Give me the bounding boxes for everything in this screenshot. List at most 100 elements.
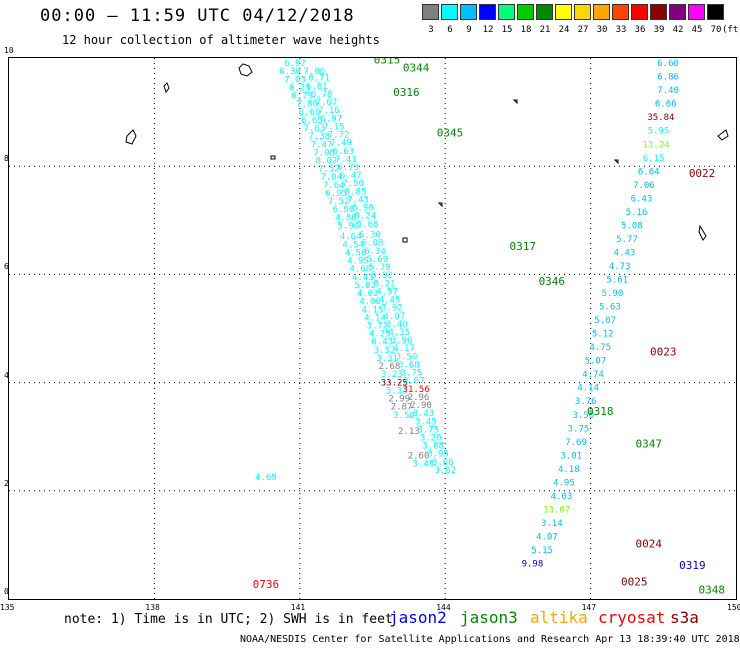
wave-height-label: 3.95: [427, 450, 449, 460]
wave-height-label: 4.02: [357, 289, 379, 299]
pass-label: 0023: [650, 346, 677, 359]
wave-height-label: 7.47: [311, 140, 333, 150]
wave-height-label: 6.86: [657, 73, 679, 83]
wave-height-label: 5.69: [367, 255, 389, 265]
wave-height-label: 4.35: [388, 328, 410, 338]
wave-height-label: 4.54: [342, 240, 364, 250]
pass-label: 0346: [539, 275, 566, 288]
wave-height-label: 7.15: [323, 122, 345, 132]
wave-height-label: 4.25: [369, 330, 391, 340]
color-scale-swatch: [555, 4, 572, 20]
island-outline: [717, 129, 729, 141]
wave-height-label: 3.23: [381, 370, 403, 380]
wave-height-label: 5.21: [374, 279, 396, 289]
wave-height-label: 5.07: [585, 357, 607, 367]
wave-height-label: 5.90: [602, 289, 624, 299]
pass-label: 0316: [393, 86, 420, 99]
wave-height-label: 4.07: [536, 532, 558, 542]
wave-height-label: 4.14: [577, 384, 599, 394]
wave-height-label: 6.95: [325, 189, 347, 199]
wave-height-label: 5.08: [621, 221, 643, 231]
legend-item: jason3: [460, 608, 518, 627]
y-tick-label: 6: [4, 262, 9, 272]
pass-label: 0025: [621, 575, 648, 588]
wave-height-label: 3.50: [572, 411, 594, 421]
wave-height-label: 9.98: [522, 560, 544, 570]
wave-height-label: 6.90: [352, 204, 374, 214]
wave-height-label: 13.24: [642, 140, 669, 150]
y-tick-label: 2: [4, 478, 9, 488]
wave-height-label: 6.79: [291, 92, 313, 102]
wave-height-label: 6.60: [657, 59, 679, 69]
wave-height-label: 7.06: [633, 181, 655, 191]
pass-label: 0022: [689, 167, 716, 180]
wave-height-label: 3.75: [400, 369, 422, 379]
wave-height-label: 7.80: [296, 100, 318, 110]
wave-height-label: 4.14: [364, 313, 386, 323]
color-scale-label: 18: [520, 25, 532, 35]
pass-label: 0348: [699, 584, 726, 597]
wave-height-label: 7.07: [316, 98, 338, 108]
wave-height-label: 3.52: [374, 346, 396, 356]
x-tick-label: 138: [145, 603, 160, 612]
color-scale-swatch: [498, 4, 515, 20]
wave-height-label: 13.07: [543, 505, 570, 515]
wave-height-label: 5.92: [371, 271, 393, 281]
color-scale-label: 12: [482, 25, 494, 35]
x-tick-label: 147: [581, 603, 597, 612]
wave-height-label: 8.02: [316, 156, 338, 166]
pass-label: 0347: [636, 438, 663, 451]
x-tick-label: 135: [0, 603, 15, 612]
wave-height-label: 7.63: [303, 124, 325, 134]
wave-height-label: 5.77: [616, 235, 638, 245]
wave-height-label: 3.58: [393, 411, 415, 421]
wave-height-label: 6.85: [345, 187, 367, 197]
wave-height-label: 2.60: [408, 451, 430, 461]
color-scale-swatch: [707, 4, 724, 20]
wave-height-label: 4.18: [558, 465, 580, 475]
wave-height-label: 6.30: [279, 67, 301, 77]
wave-height-label: 3.33: [386, 386, 408, 396]
color-scale-label: 15: [501, 25, 513, 35]
color-scale-swatch: [631, 4, 648, 20]
wave-height-label: 6.81: [306, 82, 328, 92]
pass-label: 0318: [587, 405, 614, 418]
color-scale-swatch: [536, 4, 553, 20]
wave-height-label: 4.15: [362, 305, 384, 315]
wave-height-label: 3.75: [417, 425, 439, 435]
color-scale-label: 42: [672, 25, 684, 35]
wave-height-label: 2.90: [410, 401, 432, 411]
color-scale-label: 3: [428, 25, 434, 35]
credit-footer: NOAA/NESDIS Center for Satellite Applica…: [240, 634, 740, 645]
wave-height-label: 3.45: [415, 417, 437, 427]
color-scale-label: 36: [634, 25, 646, 35]
wave-height-label: 3.14: [541, 519, 563, 529]
color-scale-swatch: [688, 4, 705, 20]
wave-height-label: 4.07: [383, 312, 405, 322]
wave-height-label: 4.73: [609, 262, 631, 272]
legend-item: jason2: [389, 608, 447, 627]
wave-height-label: 7.41: [335, 155, 357, 165]
pass-label: 0319: [679, 559, 706, 572]
wave-height-label: 2.87: [391, 403, 413, 413]
wave-height-label: 4.43: [352, 273, 374, 283]
wave-height-label: 6.66: [655, 100, 677, 110]
wave-height-label: 4.95: [553, 478, 575, 488]
wave-height-label: 4.69: [255, 473, 277, 483]
wave-height-label: 4.68: [350, 265, 372, 275]
wave-height-label: 3.43: [413, 409, 435, 419]
footnote: note: 1) Time is in UTC; 2) SWH is in fe…: [64, 612, 393, 627]
wave-height-label: 6.24: [354, 212, 376, 222]
wave-height-label: 3.68: [398, 360, 420, 370]
wave-height-label: 6.73: [337, 163, 359, 173]
x-tick-label: 141: [290, 603, 306, 612]
color-scale-label: 33: [615, 25, 627, 35]
wave-height-label: 6.30: [359, 231, 381, 241]
wave-height-label: 6.15: [643, 154, 665, 164]
wave-height-label: 4.17: [393, 344, 415, 354]
wave-height-label: 7.72: [328, 131, 350, 141]
wave-height-label: 5.15: [531, 546, 553, 556]
plot-svg: 6.976.30 7.067.03 6.716.216.816.796.787.80…: [9, 58, 736, 599]
x-tick-label: 144: [436, 603, 451, 612]
chart-title: 00:00 – 11:59 UTC 04/12/2018: [40, 6, 355, 26]
